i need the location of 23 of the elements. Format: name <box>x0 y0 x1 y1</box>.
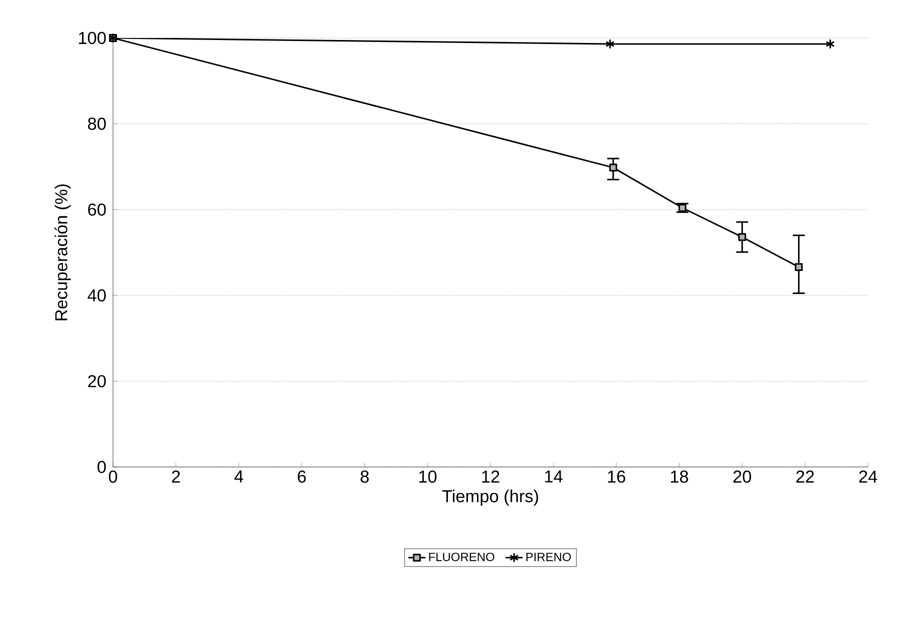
x-tick-label: 12 <box>482 470 500 483</box>
x-tick-label: 8 <box>360 470 369 483</box>
x-tick-label: 16 <box>608 470 626 483</box>
y-axis-title: Recuperación (%) <box>54 184 71 320</box>
x-tick-label: 14 <box>545 470 563 482</box>
y-tick-label: 20 <box>88 375 106 388</box>
x-axis-title: Tiempo (hrs) <box>442 490 538 506</box>
x-tick-label: 20 <box>733 470 752 483</box>
x-tick-label: 0 <box>108 470 118 483</box>
y-tick-label: 60 <box>88 203 106 216</box>
y-tick-label: 0 <box>98 460 106 474</box>
x-tick-label: 4 <box>234 470 244 482</box>
legend-label: PIRENO <box>526 552 571 562</box>
x-tick-label: 2 <box>172 470 180 483</box>
legend-label: FLUORENO <box>429 552 494 562</box>
x-tick-label: 18 <box>670 470 688 483</box>
x-tick-label: 24 <box>859 470 878 483</box>
y-tick-label: 80 <box>88 118 106 130</box>
y-tick-label: 100 <box>78 32 106 44</box>
x-tick-label: 22 <box>796 470 814 483</box>
x-tick-label: 10 <box>419 470 437 483</box>
x-tick-label: 6 <box>298 470 306 483</box>
y-tick-label: 40 <box>88 289 106 302</box>
